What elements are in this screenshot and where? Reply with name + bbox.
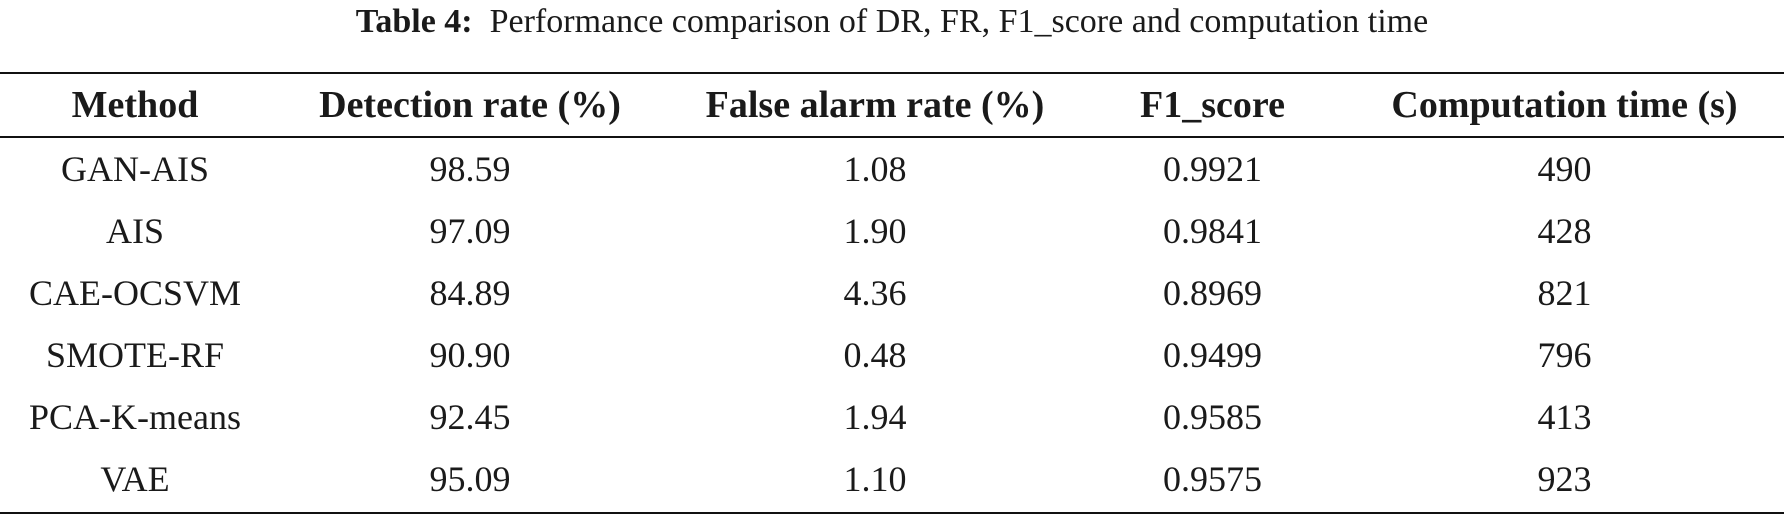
cell-computation-time: 821 [1537, 273, 1592, 313]
column-header-f1-score: F1_score [1140, 84, 1285, 126]
column-header-computation-time: Computation time (s) [1391, 84, 1738, 126]
column-header-method: Method [71, 84, 199, 126]
cell-false-alarm-rate: 1.08 [843, 149, 907, 189]
table-row: GAN-AIS 98.59 1.08 0.9921 490 [0, 136, 1784, 200]
cell-computation-time: 923 [1537, 459, 1592, 499]
cell-method: VAE [100, 459, 170, 499]
cell-f1-score: 0.8969 [1163, 273, 1262, 313]
table-top-rule [0, 72, 1784, 74]
cell-false-alarm-rate: 1.10 [843, 459, 907, 499]
table-header-row: Method Detection rate (%) False alarm ra… [0, 74, 1784, 136]
cell-computation-time: 428 [1537, 211, 1592, 251]
cell-detection-rate: 98.59 [429, 149, 511, 189]
cell-f1-score: 0.9841 [1163, 211, 1262, 251]
cell-method: CAE-OCSVM [28, 273, 242, 313]
cell-detection-rate: 84.89 [429, 273, 511, 313]
cell-method: GAN-AIS [61, 149, 209, 189]
table-row: VAE 95.09 1.10 0.9575 923 [0, 448, 1784, 510]
cell-f1-score: 0.9499 [1163, 335, 1262, 375]
column-header-false-alarm-rate: False alarm rate (%) [705, 84, 1045, 126]
cell-false-alarm-rate: 4.36 [843, 273, 907, 313]
cell-detection-rate: 95.09 [429, 459, 511, 499]
cell-false-alarm-rate: 1.94 [843, 397, 907, 437]
table-caption-label: Table 4: [355, 3, 473, 40]
cell-detection-rate: 97.09 [429, 211, 511, 251]
cell-computation-time: 490 [1537, 149, 1592, 189]
table-row: SMOTE-RF 90.90 0.48 0.9499 796 [0, 324, 1784, 386]
table-header-rule [0, 136, 1784, 138]
table-row: PCA-K-means 92.45 1.94 0.9585 413 [0, 386, 1784, 448]
cell-f1-score: 0.9921 [1163, 149, 1262, 189]
performance-table: Method Detection rate (%) False alarm ra… [0, 74, 1784, 510]
cell-f1-score: 0.9575 [1163, 459, 1262, 499]
cell-false-alarm-rate: 0.48 [843, 335, 907, 375]
cell-f1-score: 0.9585 [1163, 397, 1262, 437]
cell-method: SMOTE-RF [45, 335, 225, 375]
cell-false-alarm-rate: 1.90 [843, 211, 907, 251]
cell-detection-rate: 90.90 [429, 335, 511, 375]
cell-method: AIS [105, 211, 164, 251]
cell-detection-rate: 92.45 [429, 397, 511, 437]
table-row: CAE-OCSVM 84.89 4.36 0.8969 821 [0, 262, 1784, 324]
table-caption: Table 4: Performance comparison of DR, F… [0, 0, 1784, 42]
table-caption-text: Performance comparison of DR, FR, F1_sco… [489, 3, 1429, 40]
cell-computation-time: 413 [1537, 397, 1592, 437]
cell-computation-time: 796 [1537, 335, 1592, 375]
table-row: AIS 97.09 1.90 0.9841 428 [0, 200, 1784, 262]
column-header-detection-rate: Detection rate (%) [319, 84, 621, 126]
cell-method: PCA-K-means [29, 397, 241, 437]
table-bottom-rule [0, 512, 1784, 514]
